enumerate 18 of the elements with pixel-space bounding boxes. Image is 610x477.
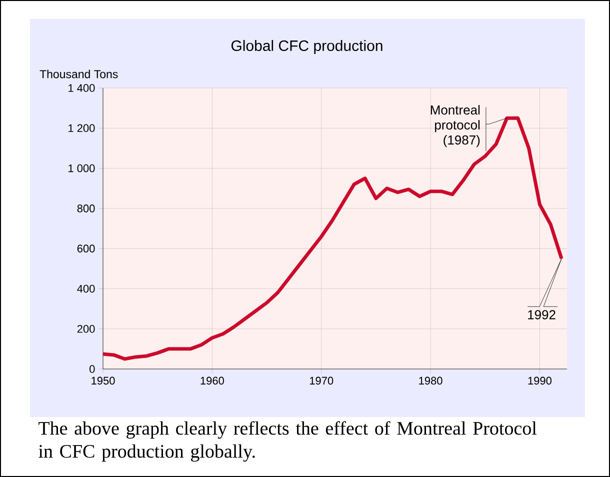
y-tick-label: 0 — [90, 365, 95, 373]
x-tick-label: 1980 — [419, 376, 442, 385]
text: The above graph clearly reflects the effect of Montreal Protocol in CFC production globally. — [38, 421, 537, 462]
x-tick-label: 1990 — [528, 376, 552, 385]
y-tick-label: 800 — [77, 204, 95, 212]
annotation: 1992 — [528, 310, 556, 320]
y-tick-label: 400 — [77, 284, 95, 293]
x-tick-label: 1970 — [310, 376, 334, 385]
y-tick-label: 1 000 — [68, 164, 95, 172]
y-tick-label: 1 400 — [68, 84, 95, 92]
y-tick-label: 200 — [77, 324, 95, 333]
x-tick-label: 1950 — [92, 376, 115, 385]
y-tick-label: 600 — [77, 244, 95, 252]
x-tick-label: 1960 — [200, 376, 224, 385]
chart-title: Global CFC production — [231, 40, 382, 54]
y-tick-label: 1 200 — [68, 124, 95, 132]
y-axis-title: Thousand Tons — [40, 70, 118, 78]
annotation: Montreal protocol (1987) — [430, 105, 480, 148]
